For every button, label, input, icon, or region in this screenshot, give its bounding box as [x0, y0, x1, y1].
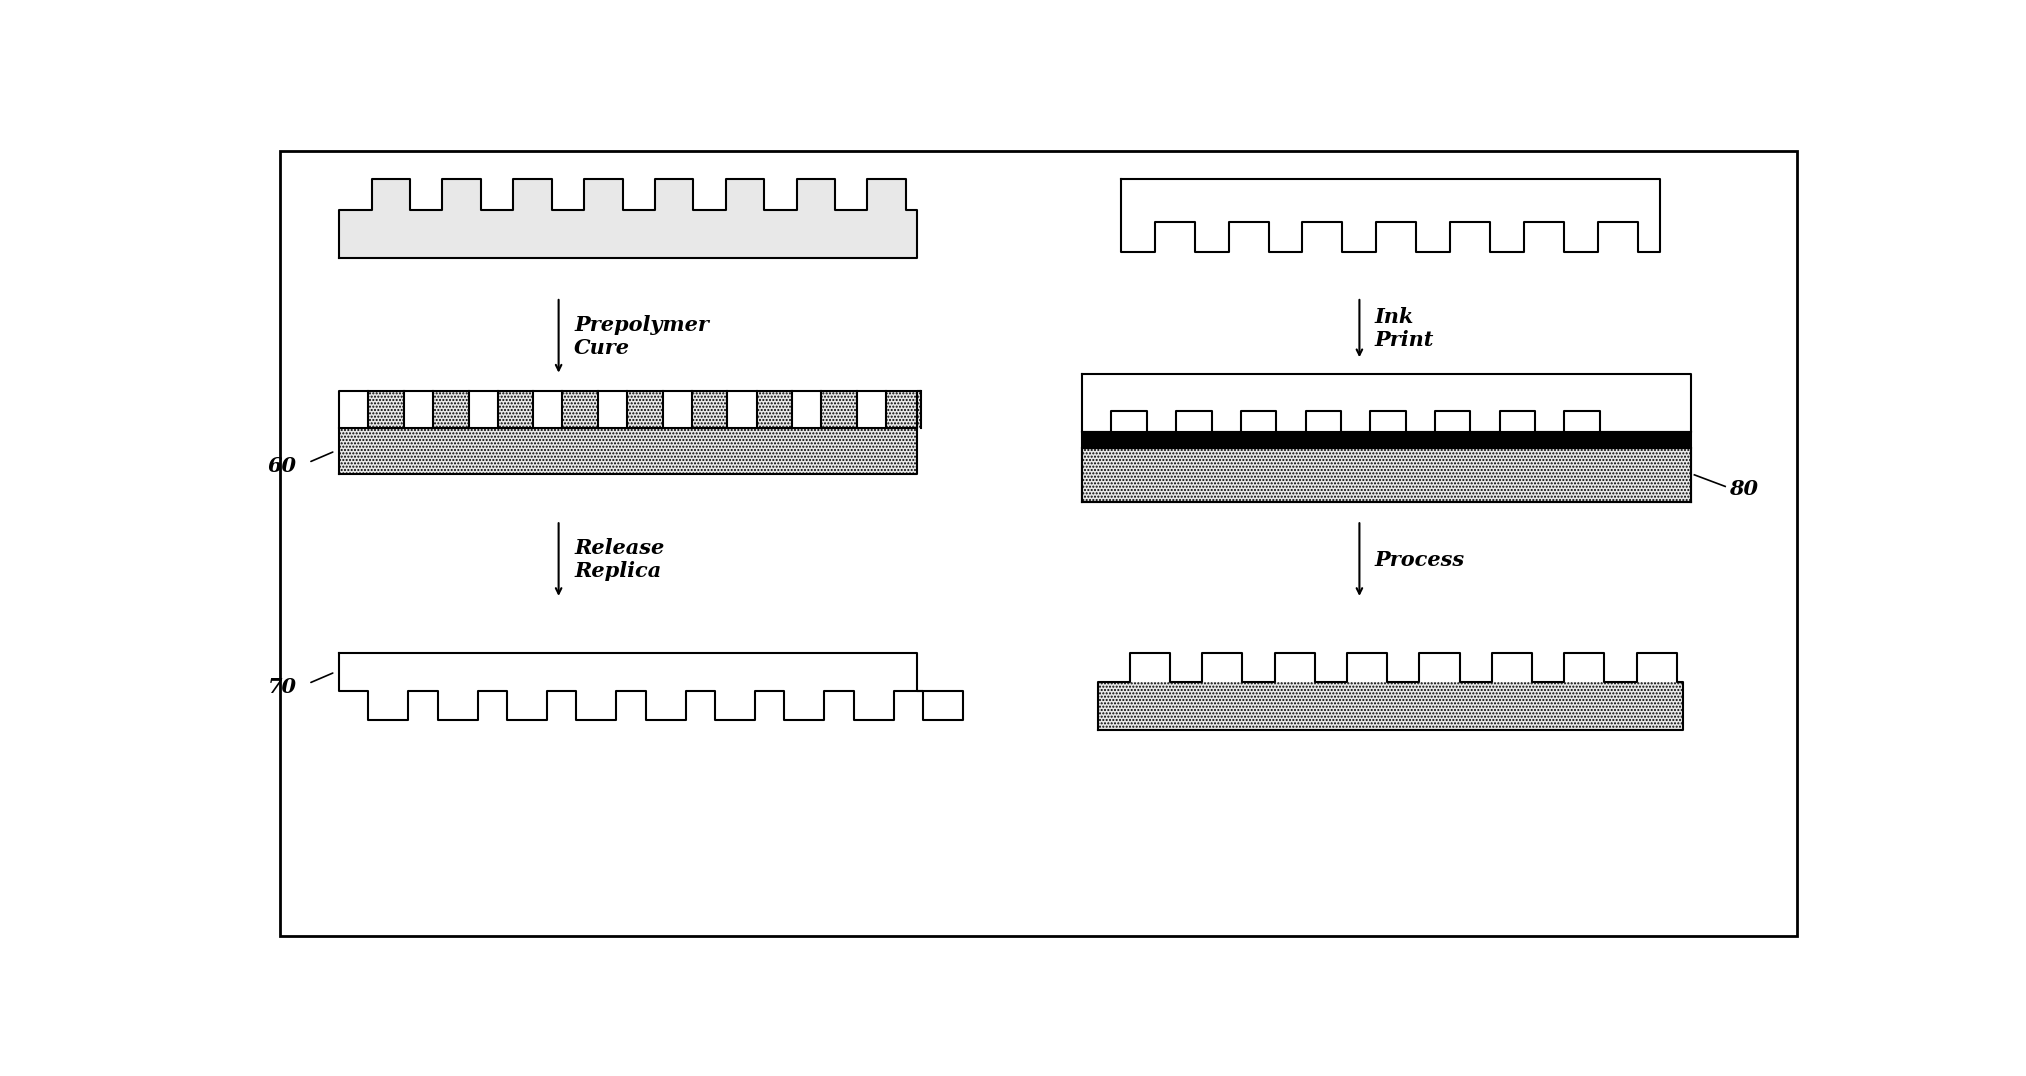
Bar [1347, 653, 1388, 682]
Bar [1434, 411, 1471, 433]
Bar [434, 391, 468, 428]
Bar [1240, 411, 1276, 433]
Bar [821, 391, 857, 428]
Text: Prepolymer
Cure: Prepolymer Cure [573, 314, 709, 358]
Text: Ink
Print: Ink Print [1376, 307, 1434, 350]
Bar [756, 391, 792, 428]
Bar [1564, 653, 1605, 682]
Bar [1491, 653, 1532, 682]
Bar [338, 428, 916, 475]
Text: 60: 60 [267, 456, 298, 477]
Text: 70: 70 [267, 678, 298, 697]
Bar [1499, 411, 1536, 433]
Bar [885, 391, 922, 428]
Bar [1305, 411, 1341, 433]
Bar [1637, 653, 1678, 682]
Bar [1420, 653, 1459, 682]
Bar [1201, 653, 1242, 682]
Bar [1082, 433, 1690, 448]
Text: 80: 80 [1728, 479, 1759, 498]
Bar [1274, 653, 1315, 682]
Bar [1098, 682, 1684, 730]
Polygon shape [338, 180, 916, 258]
Polygon shape [338, 653, 962, 721]
Bar [628, 391, 663, 428]
Bar [1082, 448, 1690, 501]
Bar [338, 391, 916, 428]
Bar [498, 391, 533, 428]
Bar [691, 391, 727, 428]
Bar [369, 391, 403, 428]
Bar [1131, 653, 1169, 682]
Polygon shape [1120, 180, 1659, 252]
Bar [1112, 411, 1147, 433]
Bar [1082, 374, 1690, 411]
Bar [1370, 411, 1406, 433]
Text: Process: Process [1376, 550, 1465, 569]
Bar [563, 391, 598, 428]
Bar [1564, 411, 1601, 433]
Bar [1177, 411, 1212, 433]
Text: Release
Replica: Release Replica [573, 538, 665, 581]
